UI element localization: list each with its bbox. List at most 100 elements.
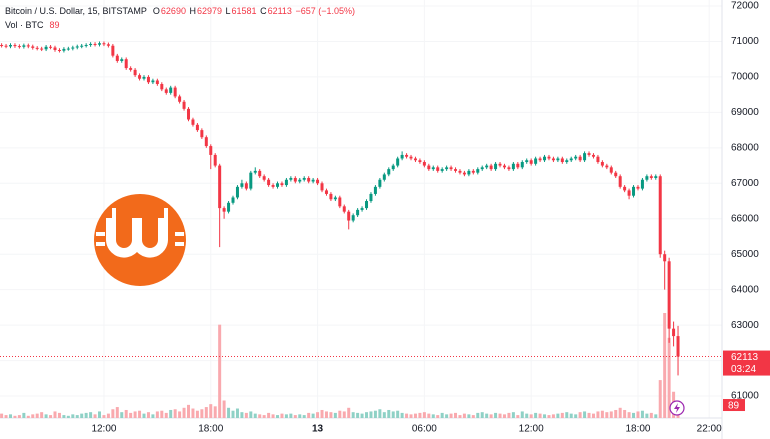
candle-body (13, 45, 17, 47)
volume-bar (120, 412, 124, 418)
volume-bar (173, 409, 177, 418)
candle-body (405, 154, 409, 157)
candle-body (35, 47, 39, 49)
candle-body (382, 174, 386, 180)
candle-body (164, 89, 168, 93)
candle-body (640, 179, 644, 189)
candle-body (57, 49, 61, 51)
candle-body (62, 48, 66, 51)
candle-body (663, 254, 667, 262)
candle-body (271, 185, 275, 187)
candle-body (449, 167, 453, 170)
volume-bar (338, 410, 342, 418)
volume-bar (511, 412, 515, 418)
volume-bar (422, 412, 426, 418)
volume-bar (369, 411, 373, 418)
header-line: Bitcoin / U.S. Dollar, 15, BITSTAMP O626… (5, 6, 356, 16)
candle-body (187, 108, 191, 120)
volume-bar (356, 412, 360, 418)
y-tick-label: 68000 (731, 142, 759, 153)
y-tick-label: 70000 (731, 72, 759, 83)
candle-body (485, 165, 489, 168)
low-value: 61581 (231, 6, 257, 16)
volume-bar (551, 414, 555, 418)
candle-body (498, 163, 502, 166)
candle-body (511, 163, 515, 170)
candle-body (658, 176, 662, 255)
volume-bar (218, 324, 222, 418)
candle-body (80, 45, 84, 47)
candle-body (142, 76, 146, 79)
candle-body (9, 45, 13, 47)
volume-bar (405, 413, 409, 418)
x-tick-label: 06:00 (412, 424, 437, 435)
volume-bar (525, 413, 529, 418)
candle-body (494, 163, 498, 170)
volume-bar (498, 413, 502, 418)
volume-bar (667, 337, 671, 418)
candle-body (365, 201, 369, 209)
volume-bar (462, 413, 466, 418)
volume-bar (40, 412, 44, 418)
volume-bar (413, 413, 417, 418)
y-tick-label: 65000 (731, 249, 759, 260)
volume-bar (556, 413, 560, 418)
y-tick-label: 61000 (731, 391, 759, 402)
y-tick-label: 66000 (731, 213, 759, 224)
volume-bar (142, 413, 146, 418)
volume-bar (431, 414, 435, 418)
candle-body (253, 170, 257, 173)
candle-body (115, 55, 119, 61)
candle-body (31, 46, 35, 48)
candle-body (320, 183, 324, 191)
candle-body (333, 197, 337, 200)
volume-bar (373, 410, 377, 418)
candle-body (195, 124, 199, 131)
volume-bar (284, 414, 288, 418)
volume-axis-label: 89 (728, 401, 740, 412)
volume-bar (480, 412, 484, 418)
volume-bar (22, 412, 26, 418)
volume-bar (187, 404, 191, 418)
volume-bar (458, 415, 462, 418)
volume-bar (31, 414, 35, 418)
candle-body (480, 167, 484, 170)
volume-bar (182, 407, 186, 418)
candle-body (93, 43, 97, 45)
volume-bar (191, 408, 195, 418)
volume-bar (618, 407, 622, 418)
candle-body (307, 177, 311, 182)
candle-body (605, 165, 609, 168)
candle-body (547, 156, 551, 159)
candle-body (280, 183, 284, 186)
candle-body (218, 165, 222, 209)
price-label-box (723, 350, 770, 376)
volume-bar (129, 412, 133, 418)
volume-bar (609, 411, 613, 418)
candle-body (391, 165, 395, 170)
volume-bar (280, 413, 284, 418)
volume-bar (645, 413, 649, 418)
candle-body (596, 156, 600, 163)
candle-body (293, 177, 297, 182)
volume-bar (57, 412, 61, 418)
candle-body (213, 154, 217, 166)
volume-bar (146, 412, 150, 418)
volume-bar (485, 413, 489, 418)
volume-bar (298, 414, 302, 418)
candle-body (200, 130, 204, 138)
candle-body (89, 43, 93, 46)
volume-bar (253, 413, 257, 418)
volume-bar (574, 414, 578, 418)
volume-bar (654, 414, 658, 418)
candle-body (49, 46, 53, 48)
change: −657 (−1.05%) (295, 6, 355, 16)
candle-body (520, 162, 524, 168)
candle-body (289, 177, 293, 180)
y-tick-label: 71000 (731, 36, 759, 47)
candle-body (476, 169, 480, 173)
candle-body (204, 137, 208, 147)
volume-bar (267, 412, 271, 418)
volume-bar (89, 412, 93, 418)
